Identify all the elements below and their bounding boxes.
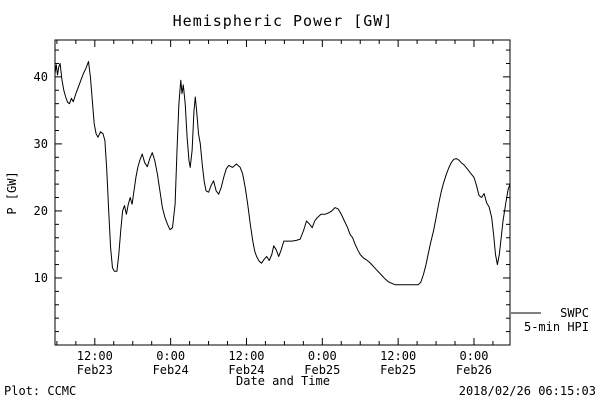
plot-frame <box>54 39 511 346</box>
x-tick-time: 12:00 <box>380 349 416 363</box>
x-tick-date: Feb23 <box>77 363 113 377</box>
x-axis-label: Date and Time <box>236 374 330 388</box>
x-tick-date: Feb24 <box>228 363 264 377</box>
plot-timestamp: 2018/02/26 06:15:03 <box>459 384 596 398</box>
x-tick-date: Feb26 <box>456 363 492 377</box>
y-tick-label: 20 <box>34 204 48 218</box>
x-tick-time: 12:00 <box>228 349 264 363</box>
chart-title: Hemispheric Power [GW] <box>173 12 394 30</box>
x-tick-time: 0:00 <box>460 349 489 363</box>
legend-source-label: SWPC <box>560 306 589 320</box>
y-tick-label: 30 <box>34 137 48 151</box>
y-axis-label: P [GW] <box>5 171 19 214</box>
y-tick-label: 10 <box>34 271 48 285</box>
hpi-data-line <box>54 61 511 286</box>
x-tick-time: 0:00 <box>308 349 337 363</box>
plot-area: 12:00Feb230:00Feb2412:00Feb240:00Feb2512… <box>34 39 511 377</box>
plot-credit: Plot: CCMC <box>4 384 76 398</box>
x-tick-date: Feb24 <box>153 363 189 377</box>
x-tick-date: Feb25 <box>380 363 416 377</box>
x-tick-date: Feb25 <box>304 363 340 377</box>
x-tick-time: 12:00 <box>77 349 113 363</box>
y-tick-label: 40 <box>34 70 48 84</box>
x-tick-time: 0:00 <box>156 349 185 363</box>
legend-series-label: 5-min HPI <box>524 320 589 334</box>
